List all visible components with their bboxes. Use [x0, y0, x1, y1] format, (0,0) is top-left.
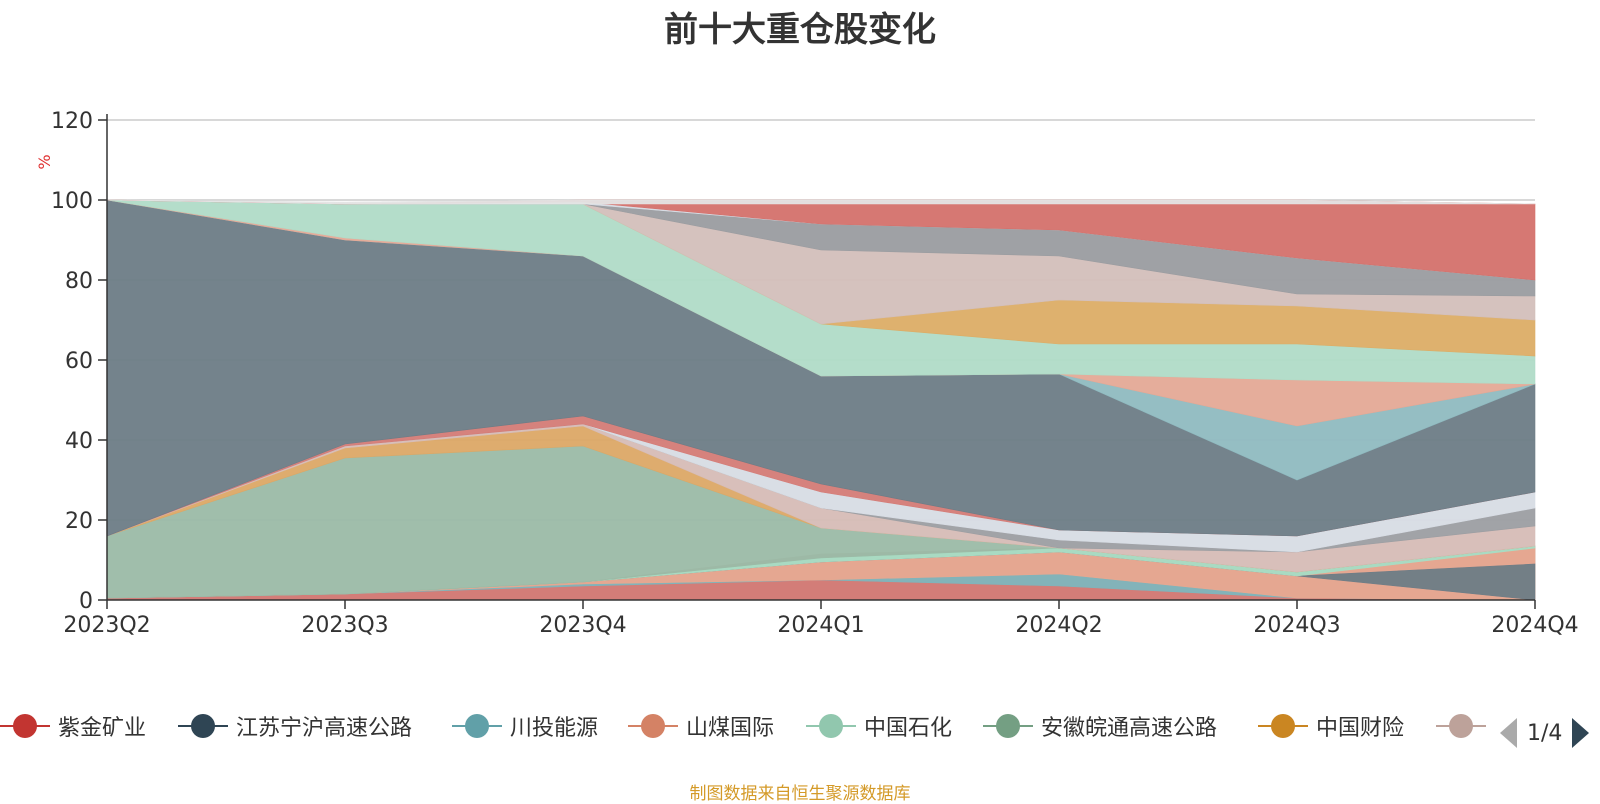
y-tick-label: 20	[65, 509, 93, 534]
y-tick-label: 40	[65, 429, 93, 454]
legend-marker-dot	[1271, 714, 1295, 738]
area-band	[106, 199, 1536, 205]
chart-title: 前十大重仓股变化	[664, 10, 936, 50]
legend-item[interactable]: 中国石化	[806, 708, 952, 744]
legend-pager: 1/4	[1500, 718, 1590, 748]
x-tick-label: 2024Q3	[1253, 613, 1340, 638]
y-tick-label: 100	[51, 189, 93, 214]
x-tick-label: 2023Q2	[63, 613, 150, 638]
legend-label: 山煤国际	[686, 716, 775, 741]
legend-label: 川投能源	[510, 716, 599, 741]
legend-marker-icon	[452, 708, 502, 744]
legend-label: 中国财险	[1316, 716, 1405, 741]
legend-page-indicator: 1/4	[1527, 720, 1563, 746]
area-layer	[106, 199, 1536, 601]
legend-marker-dot	[13, 714, 37, 738]
y-tick-label: 0	[79, 589, 93, 614]
y-tick-label: 60	[65, 349, 93, 374]
legend-item[interactable]: 中国财险	[1258, 708, 1404, 744]
axis-layer: 0 20 40 60 80 100 120 2023Q2 2023Q3 2023Q4 2024Q1 2…	[35, 109, 1579, 638]
legend-label: 中国石化	[864, 716, 953, 741]
source-note: 制图数据来自恒生聚源数据库	[689, 784, 911, 804]
legend-marker-icon	[983, 708, 1033, 744]
legend-next-page-icon[interactable]	[1572, 718, 1590, 748]
legend-marker-dot	[465, 714, 489, 738]
legend-marker-dot	[819, 714, 843, 738]
legend-label: 江苏宁沪高速公路	[236, 716, 413, 741]
legend-label: 安徽皖通高速公路	[1041, 716, 1218, 741]
x-tick-label: 2024Q4	[1491, 613, 1578, 638]
x-tick-label: 2024Q2	[1015, 613, 1102, 638]
x-tick-label: 2023Q4	[539, 613, 626, 638]
legend-marker-icon	[0, 708, 50, 744]
legend-item[interactable]	[1436, 708, 1486, 744]
legend-marker-dot	[641, 714, 665, 738]
legend-label: 紫金矿业	[58, 716, 147, 741]
legend-marker-icon	[628, 708, 678, 744]
x-tick-label: 2023Q3	[301, 613, 388, 638]
legend-prev-page-icon[interactable]	[1500, 718, 1517, 748]
x-tick-label: 2024Q1	[777, 613, 864, 638]
legend-item[interactable]: 紫金矿业	[0, 708, 146, 744]
legend-item[interactable]: 川投能源	[452, 708, 598, 744]
legend-item[interactable]: 江苏宁沪高速公路	[178, 708, 412, 744]
legend-marker-icon	[1258, 708, 1308, 744]
y-tick-label: 120	[51, 109, 93, 134]
legend-marker-icon	[178, 708, 228, 744]
legend-marker-icon	[806, 708, 856, 744]
legend-item[interactable]: 安徽皖通高速公路	[983, 708, 1217, 744]
legend: 紫金矿业 江苏宁沪高速公路 川投能源 山煤国际 中国石化 安徽皖通高速公路 中国财险	[0, 708, 1600, 744]
legend-marker-dot	[996, 714, 1020, 738]
y-axis-label: %	[35, 154, 54, 169]
legend-marker-dot	[1449, 714, 1473, 738]
legend-marker-icon	[1436, 708, 1486, 744]
y-tick-label: 80	[65, 269, 93, 294]
legend-marker-dot	[191, 714, 215, 738]
legend-item[interactable]: 山煤国际	[628, 708, 774, 744]
